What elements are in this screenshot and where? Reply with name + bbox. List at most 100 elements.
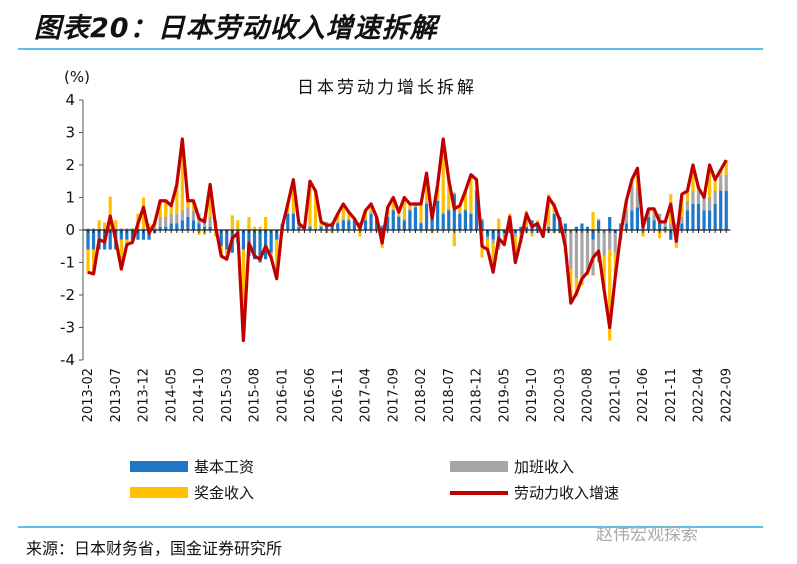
bar-overtime [391, 208, 395, 211]
bar-bonus [336, 213, 340, 222]
bar-bonus [252, 226, 257, 230]
bar-base-wage [86, 230, 90, 250]
bar-base-wage [474, 191, 479, 230]
x-tick-label: 2019-10 [525, 368, 540, 422]
bar-base-wage [169, 223, 173, 230]
bar-base-wage [352, 220, 356, 230]
bar-overtime [402, 218, 406, 221]
bar-base-wage [624, 223, 628, 230]
bar-overtime [408, 208, 412, 211]
bar-overtime [114, 228, 118, 230]
bar-base-wage [669, 230, 673, 240]
bar-base-wage [652, 220, 656, 230]
bar-overtime [724, 174, 728, 191]
bar-overtime [658, 213, 662, 221]
bar-base-wage [419, 223, 423, 230]
bar-overtime [424, 202, 429, 204]
bar-base-wage [680, 223, 684, 230]
bar-base-wage [436, 200, 440, 230]
bar-bonus [97, 220, 101, 229]
bar-overtime [652, 213, 656, 221]
y-tick-label: 3 [65, 124, 75, 142]
source-note: 来源：日本财务省，国金证券研究所 [26, 539, 283, 558]
bar-bonus [447, 179, 451, 209]
bar-overtime [175, 213, 179, 224]
bar-bonus [463, 191, 467, 209]
bar-overtime [491, 239, 495, 243]
y-tick-label: 4 [65, 91, 75, 109]
x-tick-label: 2014-05 [164, 368, 179, 422]
total-income-growth-line [87, 137, 728, 343]
bar-base-wage [269, 230, 273, 253]
bar-bonus [641, 230, 645, 237]
bar-base-wage [463, 210, 467, 230]
bar-overtime [158, 217, 162, 227]
bar-overtime [691, 191, 695, 204]
x-tick-label: 2015-08 [248, 368, 263, 422]
bar-bonus [313, 191, 318, 229]
bar-base-wage [258, 230, 262, 263]
bar-bonus [108, 196, 112, 229]
bar-bonus [86, 249, 90, 274]
legend-swatch-total [450, 490, 508, 495]
bar-base-wage [325, 223, 329, 230]
legend-swatch-base-wage [130, 461, 188, 472]
bar-overtime [297, 225, 301, 227]
bar-bonus [486, 239, 490, 250]
bar-overtime [458, 212, 462, 214]
bar-bonus [535, 220, 540, 224]
bar-bonus [497, 218, 501, 230]
bar-bonus [114, 220, 118, 229]
bar-base-wage [702, 210, 706, 230]
bar-overtime [608, 230, 612, 250]
legend-swatch-overtime [450, 461, 508, 472]
bar-overtime [286, 212, 290, 214]
bar-overtime [597, 230, 601, 263]
bar-bonus [569, 269, 573, 304]
bar-bonus [452, 230, 456, 247]
bar-bonus [574, 278, 578, 297]
bar-overtime [685, 200, 689, 211]
bar-base-wage [241, 230, 245, 250]
bar-bonus [469, 174, 473, 213]
bar-overtime [358, 221, 362, 224]
x-tick-label: 2018-12 [470, 368, 485, 422]
source-rule [18, 526, 763, 528]
bar-overtime [319, 225, 323, 227]
bar-overtime [719, 174, 723, 191]
bar-overtime [569, 230, 573, 269]
bar-overtime [119, 228, 123, 230]
bar-base-wage [158, 226, 162, 230]
bar-overtime [580, 230, 584, 276]
bar-base-wage [713, 204, 717, 230]
x-tick-label: 2020-03 [553, 368, 568, 422]
bar-base-wage [197, 223, 201, 230]
bar-overtime [696, 191, 701, 204]
legend-label: 奖金收入 [194, 484, 255, 502]
bar-base-wage [580, 223, 584, 230]
bar-overtime [291, 212, 295, 214]
bar-bonus [597, 218, 601, 221]
bar-base-wage [424, 204, 429, 230]
bar-base-wage [125, 230, 129, 240]
bar-base-wage [141, 230, 146, 240]
bar-base-wage [458, 213, 462, 230]
bar-bonus [119, 239, 123, 271]
watermark: 赵伟宏观探索 [596, 525, 698, 545]
bar-bonus [341, 204, 345, 219]
bar-base-wage [391, 210, 395, 230]
bar-overtime [325, 221, 329, 224]
bar-bonus [408, 204, 412, 209]
bar-overtime [702, 197, 706, 211]
bar-base-wage [658, 220, 662, 230]
bar-overtime [397, 215, 401, 217]
legend-overtime: 加班收入 [450, 456, 574, 477]
bar-base-wage [369, 213, 373, 230]
bar-overtime [141, 228, 146, 230]
bar-base-wage [286, 213, 290, 230]
bar-base-wage [469, 213, 473, 230]
x-tick-label: 2013-12 [137, 368, 152, 422]
x-tick-label: 2017-04 [359, 368, 374, 422]
bar-overtime [208, 217, 212, 227]
